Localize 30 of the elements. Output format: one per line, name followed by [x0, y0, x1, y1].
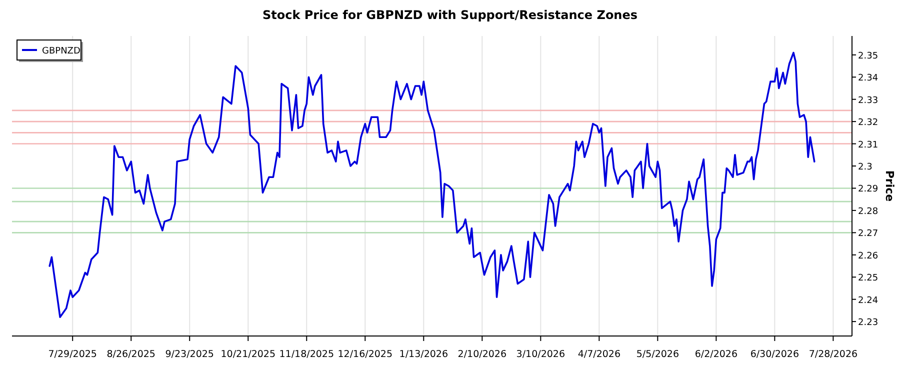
x-tick-label: 12/16/2025 — [338, 349, 393, 360]
y-tick-label: 2.27 — [858, 229, 878, 240]
x-tick-label: 10/21/2025 — [220, 349, 276, 360]
x-tick-label: 3/10/2026 — [516, 349, 566, 360]
y-tick-label: 2.33 — [858, 96, 878, 106]
y-tick-label: 2.25 — [858, 274, 878, 284]
x-tick-label: 6/2/2026 — [694, 349, 738, 360]
y-tick-label: 2.29 — [858, 184, 878, 195]
y-tick-label: 2.34 — [858, 74, 878, 84]
x-tick-label: 4/7/2026 — [578, 349, 620, 360]
x-tick-label: 6/30/2026 — [750, 349, 800, 360]
legend-label: GBPNZD — [42, 46, 80, 56]
x-tick-label: 5/5/2026 — [636, 349, 680, 360]
x-tick-label: 7/28/2026 — [808, 349, 858, 360]
x-tick-label: 9/23/2025 — [165, 349, 214, 360]
chart-title: Stock Price for GBPNZD with Support/Resistance Zones — [262, 8, 638, 22]
y-tick-label: 2.32 — [858, 118, 878, 128]
y-axis-title: Price — [883, 170, 896, 202]
y-tick-label: 2.28 — [858, 206, 878, 217]
x-tick-label: 8/26/2025 — [106, 349, 156, 360]
x-tick-label: 2/10/2026 — [458, 349, 507, 360]
x-tick-label: 11/18/2025 — [279, 349, 334, 360]
y-tick-label: 2.31 — [858, 140, 878, 150]
x-tick-label: 7/29/2025 — [48, 349, 97, 360]
y-tick-label: 2.23 — [858, 318, 878, 328]
y-tick-label: 2.3 — [858, 162, 872, 172]
x-tick-label: 1/13/2026 — [399, 349, 448, 360]
y-tick-label: 2.24 — [858, 296, 878, 306]
y-tick-label: 2.35 — [858, 51, 878, 62]
y-tick-label: 2.26 — [858, 251, 878, 262]
